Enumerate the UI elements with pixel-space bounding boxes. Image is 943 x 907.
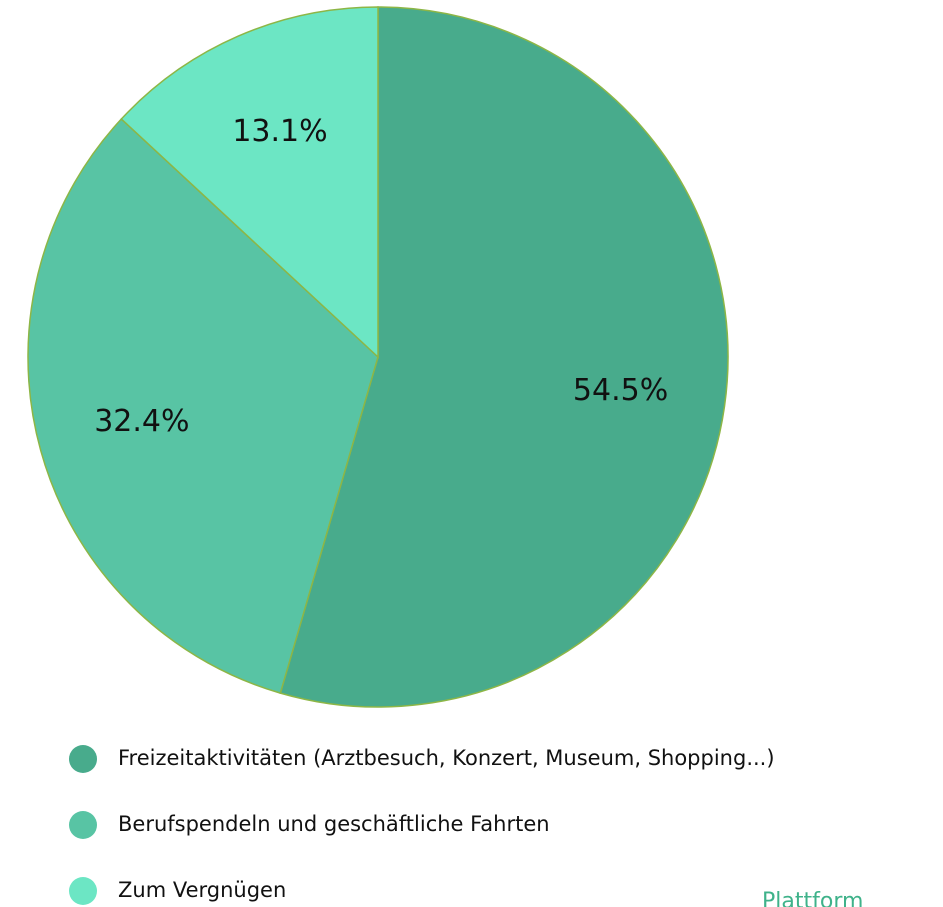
- legend-swatch: [69, 745, 97, 773]
- slice-label: 13.1%: [232, 114, 327, 149]
- legend-swatch: [69, 877, 97, 905]
- slice-label: 32.4%: [94, 404, 189, 439]
- pie-slice: [27, 117, 379, 695]
- legend-label: Zum Vergnügen: [118, 878, 286, 902]
- legend-label: Freizeitaktivitäten (Arztbesuch, Konzert…: [118, 746, 775, 770]
- slice-label: 54.5%: [573, 373, 668, 408]
- legend-label: Berufspendeln und geschäftliche Fahrten: [118, 812, 550, 836]
- pie-slice: [120, 6, 379, 359]
- pie-slice: [279, 6, 729, 708]
- legend-swatch: [69, 811, 97, 839]
- logo-text: Plattform: [762, 889, 863, 907]
